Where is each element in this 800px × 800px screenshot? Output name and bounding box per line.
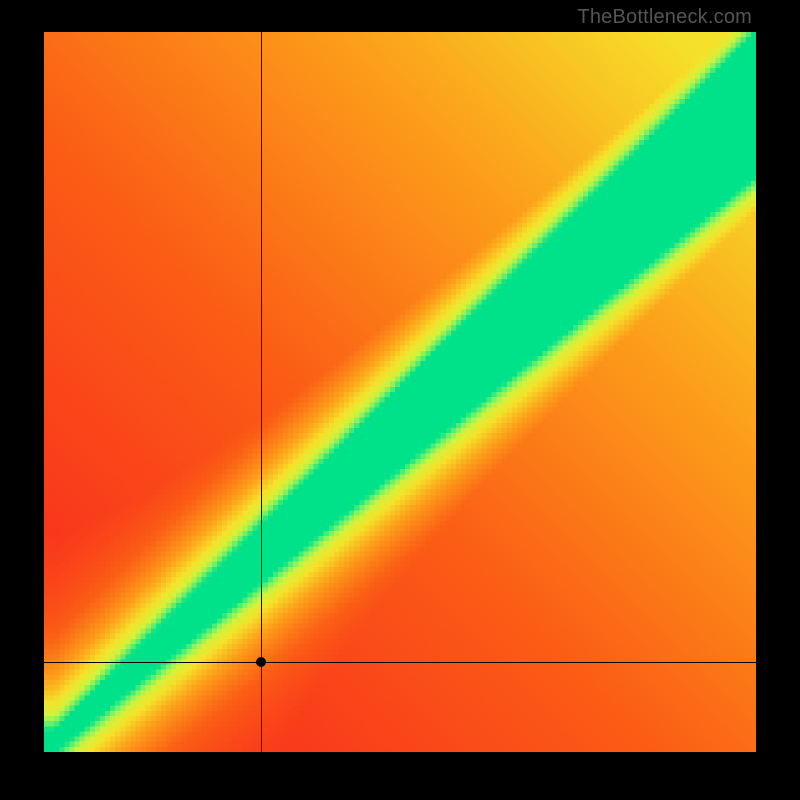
heatmap-canvas [44,32,756,752]
crosshair-vertical [261,32,262,752]
marker-dot [256,657,266,667]
crosshair-horizontal [44,662,756,663]
heatmap-plot [44,32,756,752]
watermark-text: TheBottleneck.com [577,6,752,29]
